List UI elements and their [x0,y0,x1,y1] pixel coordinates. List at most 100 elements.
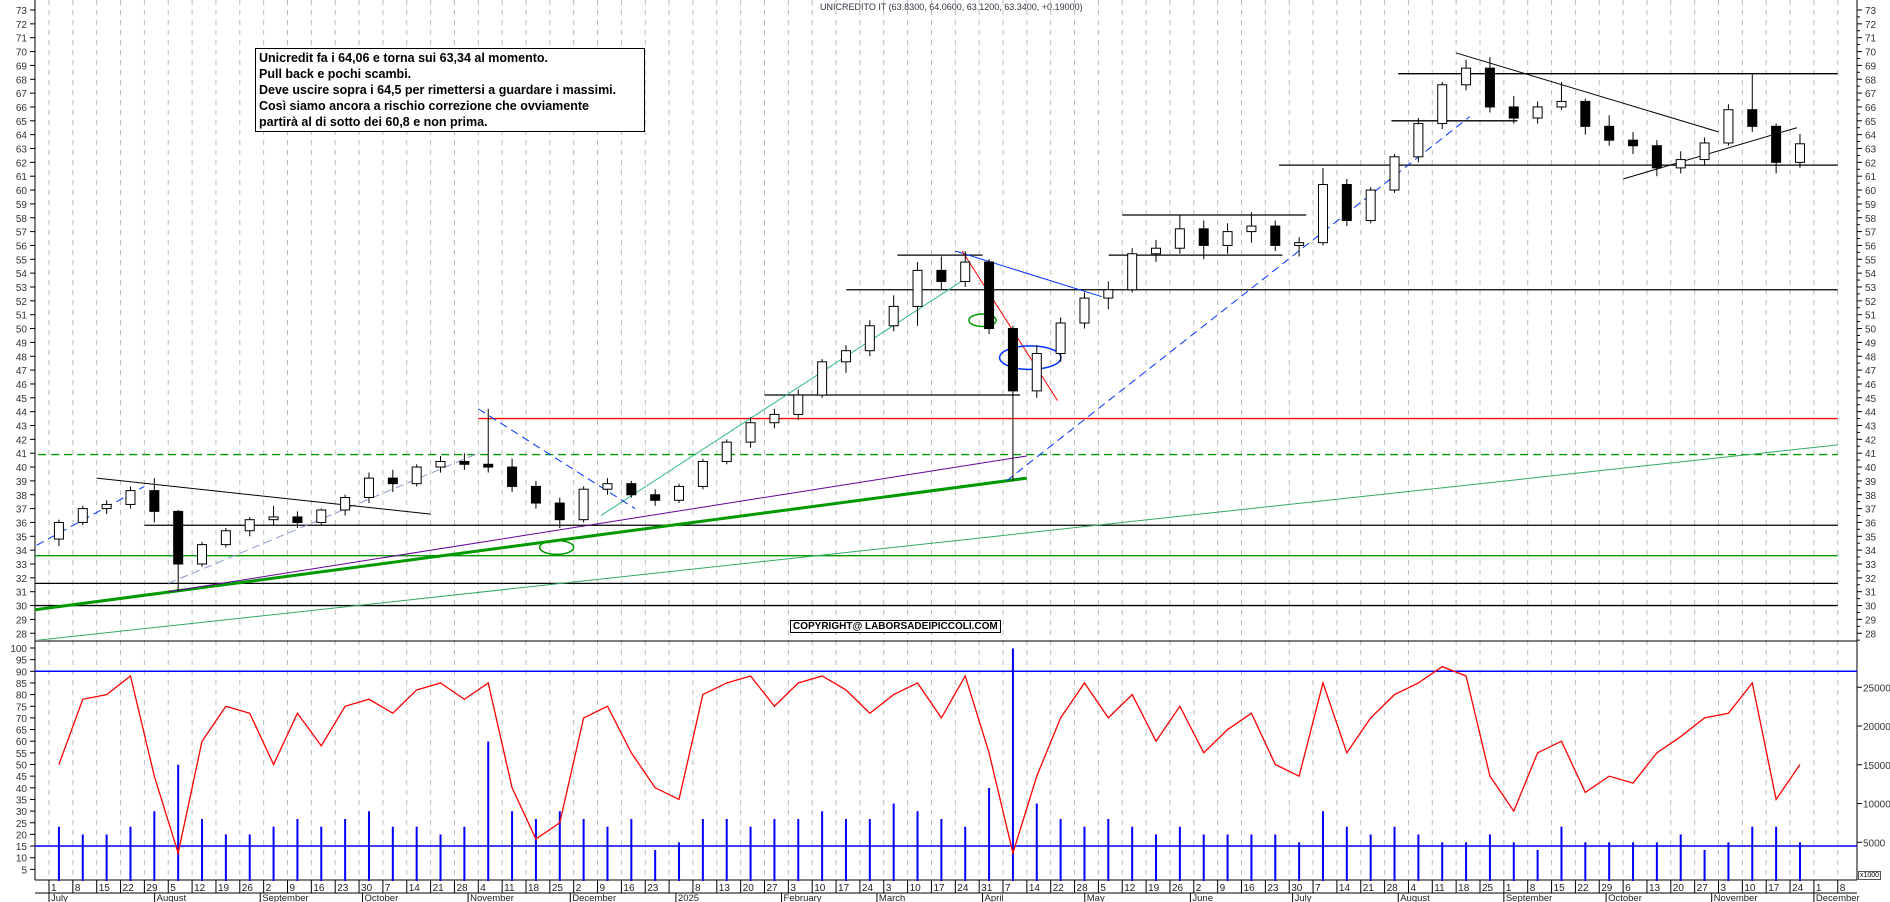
candle-body [1246,225,1257,233]
volume-bar [1202,834,1205,881]
x-tick-label: 30 [1291,883,1303,894]
volume-bar [630,819,633,881]
highlight-ellipse [538,539,575,556]
osc-tick-label: 5 [21,865,27,876]
candle-body [1031,352,1042,392]
candle-body [1556,100,1567,108]
price-tick-label: 41 [16,449,28,460]
candle-body [650,494,661,501]
price-tick-label: 70 [1865,48,1877,59]
price-tick-label: 64 [16,131,28,142]
volume-bar [892,803,895,881]
x-tick-label: 14 [409,883,421,894]
price-tick-label: 53 [16,283,28,294]
x-tick-label: 25 [552,883,564,894]
trend-line [168,452,479,584]
candle-body [745,422,756,443]
price-tick-label: 42 [16,435,28,446]
osc-tick-label: 10 [16,854,28,865]
x-tick-label: 8 [75,883,81,894]
price-tick-label: 50 [16,325,28,336]
x-tick-label: 29 [146,883,158,894]
x-tick-label: 9 [600,883,606,894]
candle-body [1174,228,1185,249]
price-tick-label: 34 [1865,546,1877,557]
candle-body [1270,225,1281,246]
x-tick-label: 5 [170,883,176,894]
x-tick-label: 10 [910,883,922,894]
trend-line [168,455,1027,593]
volume-bar [701,819,704,881]
analysis-note-line: Deve uscire sopra i 64,5 per rimettersi … [259,83,617,97]
x-tick-label: 12 [1124,883,1136,894]
candle-body [554,502,565,521]
x-tick-label: 8 [1840,883,1846,894]
price-tick-label: 43 [16,422,28,433]
price-tick-label: 46 [16,380,28,391]
x-tick-label: 16 [623,883,635,894]
volume-bar [1679,834,1682,881]
price-tick-label: 51 [1865,311,1877,322]
month-label: April [985,893,1004,902]
price-tick-label: 73 [16,6,28,17]
candle-body [1198,228,1209,246]
price-tick-label: 64 [1865,131,1877,142]
price-tick-label: 33 [1865,560,1877,571]
candle-body [626,483,637,496]
price-tick-label: 39 [1865,477,1877,488]
price-tick-label: 30 [16,602,28,613]
volume-bar [1798,842,1801,881]
price-tick-label: 53 [1865,283,1877,294]
candle-body [1365,189,1376,222]
candle-body [1222,231,1233,246]
price-tick-label: 56 [16,241,28,252]
volume-bar [868,819,871,881]
candle-body [1651,145,1662,169]
x-tick-label: 12 [194,883,206,894]
price-tick-label: 66 [16,103,28,114]
osc-tick-label: 55 [16,749,28,760]
volume-bar [1727,842,1730,881]
x-tick-label: 30 [361,883,373,894]
candle-body [1723,109,1734,144]
candle-body [1294,242,1305,246]
candle-body [1007,328,1018,392]
x-tick-label: 24 [957,883,969,894]
volume-tick-label: 10000 [1863,800,1890,811]
price-tick-label: 37 [1865,505,1877,516]
analysis-note-line: Pull back e pochi scambi. [259,67,412,81]
price-tick-label: 68 [16,75,28,86]
trend-line [1456,52,1719,133]
volume-bar [534,819,537,881]
copyright-label: COPYRIGHT@ LABORSADEIPICCOLI.COM [790,620,1001,633]
volume-bar [439,834,442,881]
price-tick-label: 42 [1865,435,1877,446]
volume-bar [248,834,251,881]
candle-body [1794,143,1805,163]
volume-tick-label: 20000 [1863,722,1890,733]
price-tick-label: 35 [16,532,28,543]
price-tick-label: 57 [1865,228,1877,239]
x-tick-label: 24 [1792,883,1804,894]
candle-body [697,461,708,487]
volume-bar [105,834,108,881]
candle-body [769,413,780,424]
x-tick-label: 2 [1196,883,1202,894]
analysis-note-line: partirà al di sotto dei 60,8 e non prima… [259,115,488,129]
price-tick-label: 38 [1865,491,1877,502]
volume-tick-label: 5000 [1863,838,1886,849]
volume-bar [1632,842,1635,881]
volume-bar [1465,842,1468,881]
price-tick-label: 55 [1865,255,1877,266]
price-tick-label: 48 [1865,352,1877,363]
price-tick-label: 48 [16,352,28,363]
price-tick-label: 34 [16,546,28,557]
volume-bar [129,826,132,881]
candle-body [840,350,851,363]
candle-body [77,508,88,523]
price-tick-label: 40 [1865,463,1877,474]
volume-bar [964,826,967,881]
price-tick-label: 49 [16,338,28,349]
volume-tick-label: 15000 [1863,761,1890,772]
price-tick-label: 47 [1865,366,1877,377]
